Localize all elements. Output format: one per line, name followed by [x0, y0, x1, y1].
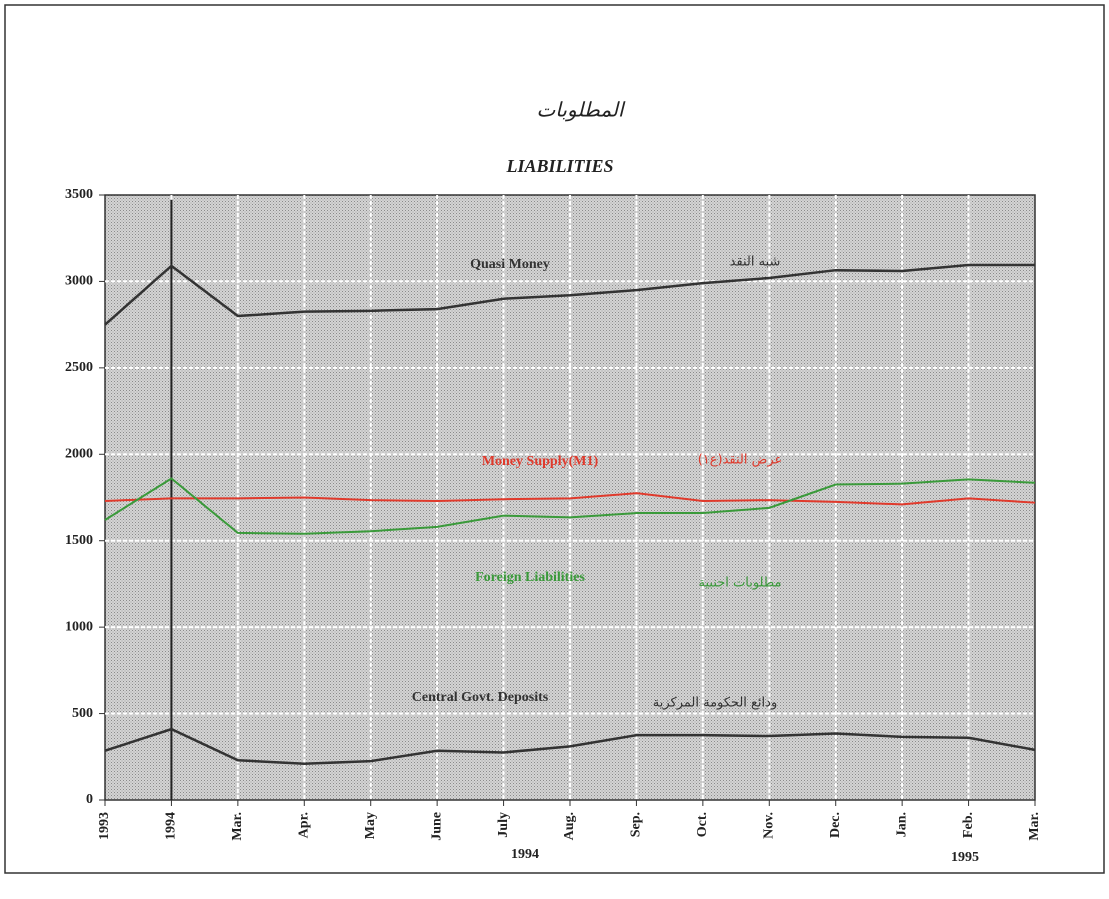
x-tick-label: Feb.	[961, 812, 976, 838]
series-arabic-label: مطلوبات اجنبية	[699, 576, 782, 591]
x-tick-label: Oct.	[695, 812, 710, 837]
series-line	[104, 263, 1035, 326]
x-tick-label: Aug.	[562, 812, 577, 840]
chart-title: المطلوبات	[536, 100, 626, 122]
series-arabic-label: ودائع الحكومة المركزية	[653, 696, 777, 711]
x-tick-label: July	[496, 812, 511, 838]
series-label: Money Supply(M1)	[482, 454, 599, 469]
series-label: Quasi Money	[470, 257, 550, 272]
x-tick-label: June	[429, 812, 444, 841]
x-tick-label: 1993	[97, 812, 112, 840]
chart-subtitle: LIABILITIES	[505, 156, 613, 176]
series-arabic-label: شبه النقد	[730, 255, 781, 270]
y-tick-label: 0	[86, 792, 93, 807]
x-tick-label: Nov.	[762, 812, 777, 839]
x-tick-label: Jan.	[894, 812, 909, 837]
y-tick-label: 500	[72, 706, 93, 721]
y-tick-label: 1500	[65, 533, 93, 548]
series-line	[104, 492, 1036, 506]
x-tick-label: 1994	[164, 812, 179, 840]
y-tick-label: 3000	[65, 274, 93, 289]
x-tick-label: Apr.	[297, 812, 312, 838]
series-label: Foreign Liabilities	[475, 570, 585, 585]
y-tick-label: 2000	[65, 447, 93, 462]
x-tick-label: Dec.	[828, 812, 843, 838]
series-line	[104, 727, 1036, 765]
year-label: 1994	[511, 847, 539, 862]
x-tick-label: Sep.	[629, 812, 644, 837]
x-tick-label: Mar.	[1027, 812, 1042, 841]
year-label: 1995	[951, 850, 979, 865]
series-arabic-label: عرض النقد(ع١)	[698, 453, 783, 468]
y-tick-label: 3500	[65, 187, 93, 202]
y-tick-label: 2500	[65, 360, 93, 375]
x-tick-label: Mar.	[230, 812, 245, 841]
series-line	[104, 477, 1036, 535]
series-label: Central Govt. Deposits	[412, 690, 549, 705]
x-tick-label: May	[363, 812, 378, 839]
y-tick-label: 1000	[65, 619, 93, 634]
